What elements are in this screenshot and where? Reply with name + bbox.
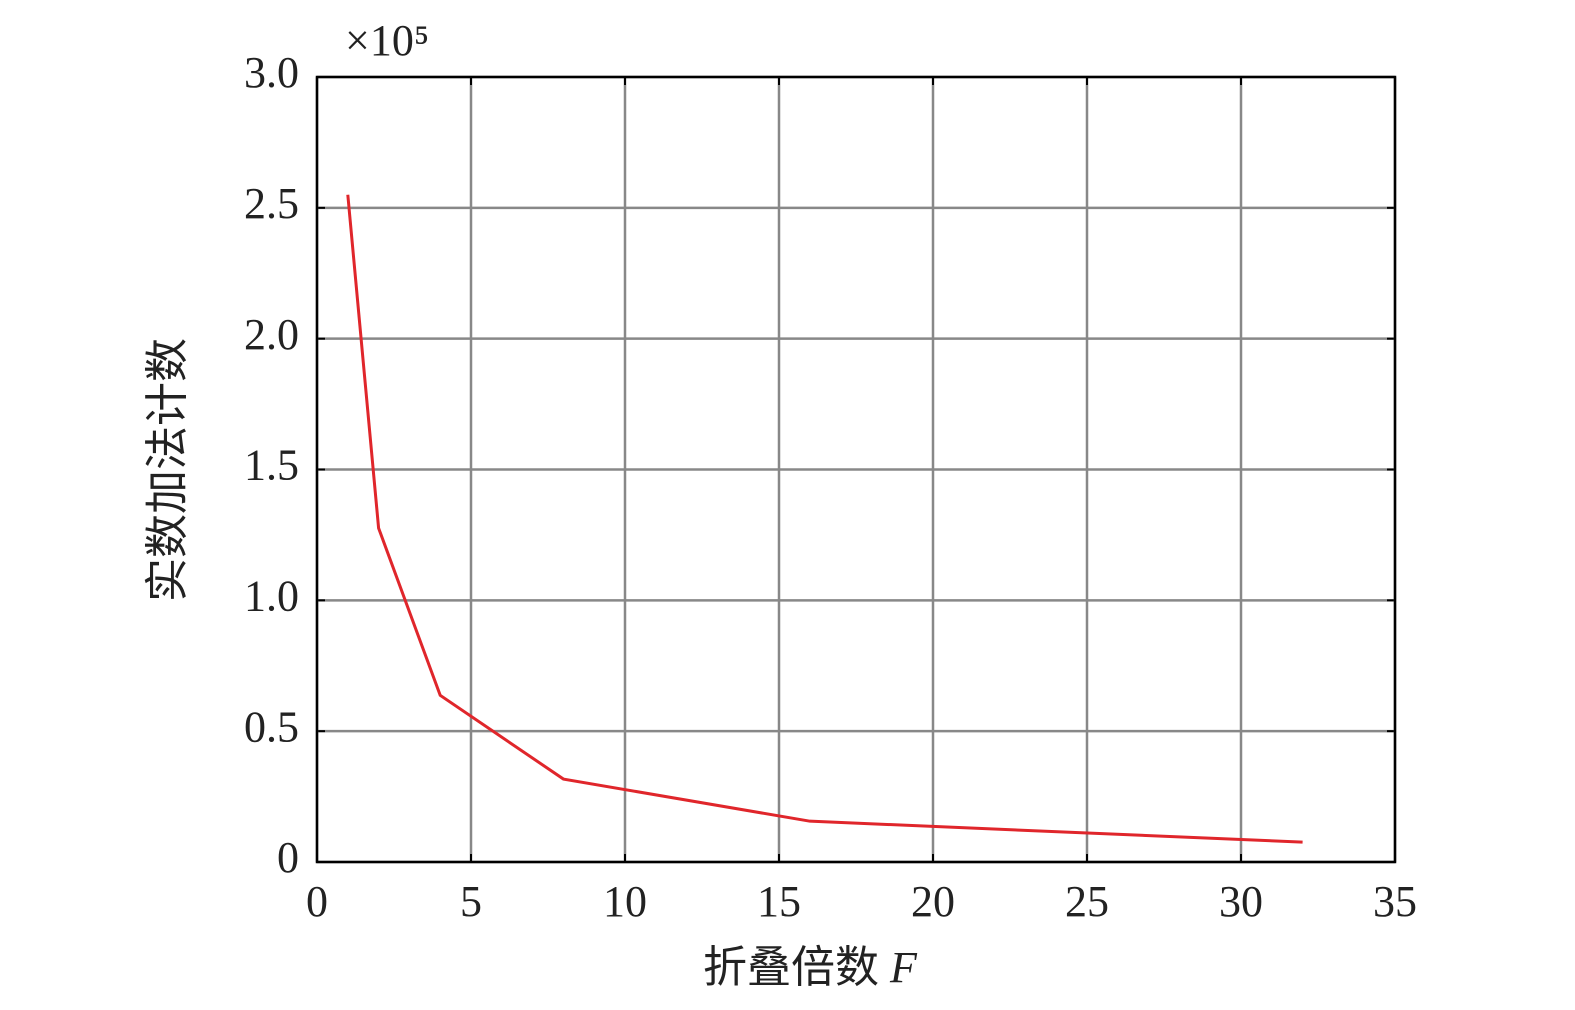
x-tick-label: 0 — [306, 877, 328, 926]
x-tick-label: 30 — [1219, 877, 1263, 926]
y-tick-label: 1.5 — [244, 441, 299, 490]
x-tick-label: 35 — [1373, 877, 1417, 926]
y-scale-label: ×10⁵ — [345, 16, 429, 65]
data-line — [346, 194, 1303, 844]
x-tick-label: 10 — [603, 877, 647, 926]
x-axis-label: 折叠倍数 F — [703, 943, 918, 992]
y-tick-label: 0.5 — [244, 702, 299, 751]
x-tick-label: 5 — [460, 877, 482, 926]
y-tick-label: 3.0 — [244, 48, 299, 97]
y-tick-label: 0 — [277, 833, 299, 882]
x-axis-label-var: F — [889, 943, 918, 992]
x-tick-label: 20 — [911, 877, 955, 926]
x-axis-label-text: 折叠倍数 — [703, 943, 879, 992]
x-tick-label: 15 — [757, 877, 801, 926]
plot-frame — [315, 75, 1397, 864]
y-tick-label: 2.0 — [244, 310, 299, 359]
x-tick-label: 25 — [1065, 877, 1109, 926]
y-tick-label: 2.5 — [244, 179, 299, 228]
y-axis-label: 实数加法计数 — [143, 338, 192, 602]
y-tick-label: 1.0 — [244, 571, 299, 620]
